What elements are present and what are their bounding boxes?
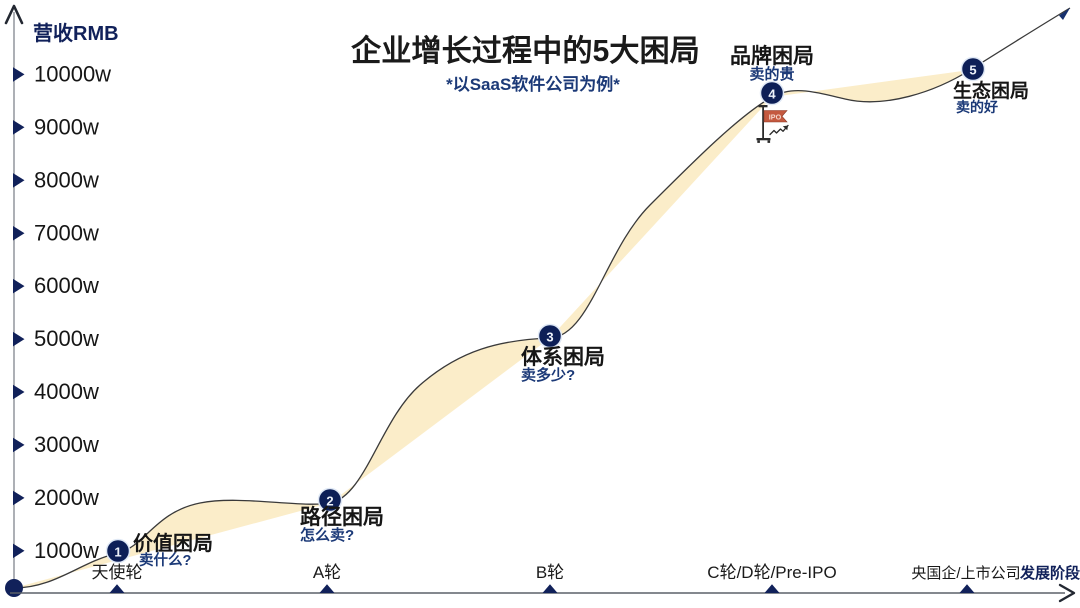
svg-text:B轮: B轮 [536,563,564,582]
svg-text:A轮: A轮 [313,563,341,582]
svg-text:C轮/D轮/Pre-IPO: C轮/D轮/Pre-IPO [707,563,836,582]
svg-text:6000w: 6000w [34,273,99,298]
svg-text:央国企/上市公司: 央国企/上市公司 [911,564,1020,582]
svg-text:天使轮: 天使轮 [92,562,143,582]
svg-text:体系困局: 体系困局 [521,346,605,369]
svg-text:8000w: 8000w [34,167,99,192]
svg-text:IPO: IPO [769,112,782,121]
svg-text:价值困局: 价值困局 [133,531,213,555]
svg-text:4: 4 [768,86,776,101]
svg-text:2000w: 2000w [34,485,99,510]
svg-text:3000w: 3000w [34,432,99,457]
svg-text:7000w: 7000w [34,220,99,245]
svg-text:4000w: 4000w [34,379,99,404]
svg-text:5000w: 5000w [34,326,99,351]
svg-text:卖多少?: 卖多少? [521,366,575,384]
svg-text:1000w: 1000w [34,538,99,563]
svg-text:卖什么?: 卖什么? [139,551,191,569]
svg-text:1: 1 [114,544,121,559]
svg-text:卖的好: 卖的好 [956,99,998,115]
svg-text:发展阶段: 发展阶段 [1019,564,1080,582]
svg-text:路径困局: 路径困局 [300,505,384,529]
svg-text:企业增长过程中的5大困局: 企业增长过程中的5大困局 [351,33,700,68]
svg-text:怎么卖?: 怎么卖? [300,526,354,544]
svg-text:品牌困局: 品牌困局 [730,44,814,68]
svg-text:卖的贵: 卖的贵 [749,65,794,83]
svg-text:3: 3 [546,329,553,344]
svg-text:*以SaaS软件公司为例*: *以SaaS软件公司为例* [446,74,620,94]
svg-text:9000w: 9000w [34,114,99,139]
svg-text:5: 5 [969,62,976,77]
svg-text:10000w: 10000w [34,62,111,87]
svg-text:营收RMB: 营收RMB [33,21,119,45]
